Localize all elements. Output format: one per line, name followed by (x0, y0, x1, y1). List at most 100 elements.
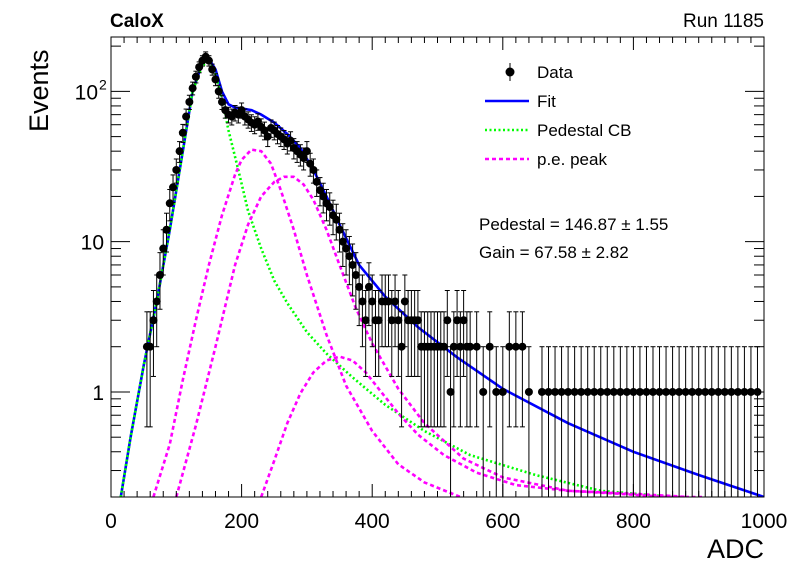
data-point (325, 192, 334, 226)
data-point-marker (218, 97, 227, 106)
y-tick-label: 1 (92, 382, 104, 405)
data-point (564, 346, 573, 497)
data-point-marker (701, 387, 710, 396)
data-point (440, 311, 449, 428)
data-point-marker (162, 225, 171, 234)
data-point-marker (309, 165, 318, 174)
data-point-marker (518, 342, 527, 351)
data-point (182, 108, 191, 126)
y-axis-label: Events (24, 49, 54, 132)
y-tick-label: 10 (75, 81, 98, 104)
data-point-marker (551, 387, 560, 396)
x-tick-label: 400 (355, 510, 390, 533)
data-point (169, 174, 178, 204)
data-point-marker (609, 387, 618, 396)
data-point-marker (332, 215, 341, 224)
legend-label: Pedestal CB (537, 121, 632, 140)
data-point-marker (169, 183, 178, 192)
data-point-marker (668, 387, 677, 396)
data-point-marker (384, 297, 393, 306)
data-point (211, 73, 220, 87)
data-point (315, 177, 324, 207)
data-point (335, 212, 344, 253)
data-point (733, 346, 742, 497)
data-point-marker (524, 387, 533, 396)
data-point (387, 289, 396, 377)
header-right-label: Run 1185 (683, 11, 764, 32)
data-point (570, 346, 579, 497)
data-point-marker (400, 297, 409, 306)
data-point (159, 229, 168, 276)
data-point (629, 346, 638, 497)
data-point-marker (175, 147, 184, 156)
data-point (466, 311, 475, 428)
data-point (342, 229, 351, 276)
data-point (537, 346, 546, 497)
data-point-marker (204, 56, 213, 65)
data-point (456, 311, 465, 428)
data-point (400, 274, 409, 348)
data-point (204, 55, 213, 67)
data-point (453, 289, 462, 377)
data-point-marker (453, 316, 462, 325)
data-point-marker (642, 387, 651, 396)
data-point (668, 346, 677, 497)
data-point-marker (325, 203, 334, 212)
data-point-marker (394, 316, 403, 325)
data-point (263, 127, 272, 148)
data-point (616, 346, 625, 497)
data-point (688, 346, 697, 497)
data-point (727, 346, 736, 497)
data-point (397, 311, 406, 428)
data-point-marker (616, 387, 625, 396)
data-point (149, 289, 158, 377)
y-tick-label-exponent: 2 (99, 76, 107, 92)
data-point-marker (675, 387, 684, 396)
data-point-marker (498, 387, 507, 396)
data-point-marker (449, 342, 458, 351)
data-point (214, 84, 223, 99)
x-tick-label: 600 (485, 510, 520, 533)
data-point-marker (361, 316, 370, 325)
data-point (384, 274, 393, 348)
data-point-marker (182, 112, 191, 121)
data-point (596, 346, 605, 497)
data-point-marker (391, 297, 400, 306)
data-point-marker (208, 65, 217, 74)
data-point (368, 274, 377, 348)
data-point-marker (537, 387, 546, 396)
data-point (175, 141, 184, 163)
data-point (459, 289, 468, 377)
data-point (648, 346, 657, 497)
data-point (720, 346, 729, 497)
data-point (358, 274, 367, 348)
gain-annotation: Gain = 67.58 ± 2.82 (479, 243, 629, 262)
data-point-marker (648, 387, 657, 396)
data-point (345, 235, 354, 286)
data-point-marker (603, 387, 612, 396)
data-point-marker (387, 316, 396, 325)
data-point (518, 311, 527, 428)
data-point (446, 346, 455, 497)
data-point-marker (443, 316, 452, 325)
data-point (449, 311, 458, 428)
data-point-marker (312, 177, 321, 186)
x-axis-label: ADC (707, 534, 764, 564)
x-tick-label: 0 (105, 510, 117, 533)
data-point-marker (583, 387, 592, 396)
data-point-marker (662, 387, 671, 396)
data-point (701, 346, 710, 497)
data-point-marker (178, 128, 187, 137)
data-point-marker (440, 342, 449, 351)
legend-entry-data: Data (505, 63, 573, 82)
x-tick-label: 1000 (741, 510, 788, 533)
data-point (172, 158, 181, 184)
data-point-marker (165, 199, 174, 208)
data-point-marker (714, 387, 723, 396)
data-point (675, 346, 684, 497)
data-point-marker (472, 342, 481, 351)
data-point-marker (211, 75, 220, 84)
data-point (662, 346, 671, 497)
